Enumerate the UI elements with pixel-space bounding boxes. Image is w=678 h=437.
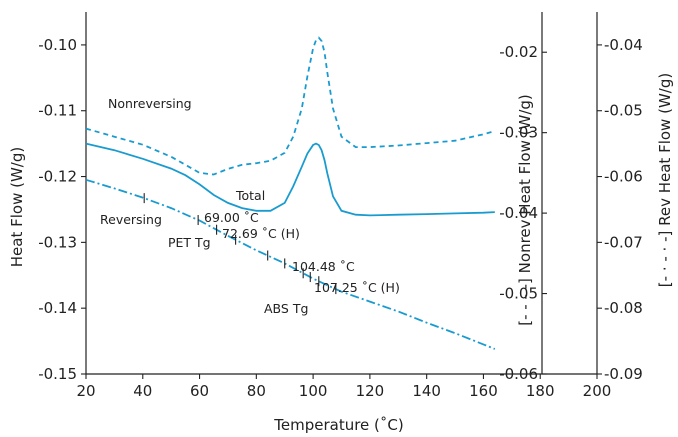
x-tick-label: 180 <box>526 382 555 400</box>
series-line-nonreversing <box>85 36 496 176</box>
y2-axis-title: [- - - -] Nonrev Heat Flow (W/g) <box>516 94 534 326</box>
y3-tick-label: -0.04 <box>604 36 643 54</box>
y-axis-title: Heat Flow (W/g) <box>8 147 26 267</box>
y-tick-label: -0.14 <box>38 299 77 317</box>
x-tick-label: 60 <box>190 382 209 400</box>
y-tick-label: -0.15 <box>38 365 77 383</box>
y3-tick-label: -0.09 <box>604 365 643 383</box>
y3-axis-ticks: -0.09 -0.08 -0.07 -0.06 -0.05 -0.04 <box>597 36 643 383</box>
plot-frame <box>85 12 598 375</box>
x-tick-label: 200 <box>583 382 612 400</box>
x-axis-ticks: 20 40 60 80 100 120 140 160 180 200 <box>76 374 611 400</box>
y2-tick-label: -0.05 <box>499 285 538 303</box>
x-axis-title: Temperature (˚C) <box>273 416 403 434</box>
y2-tick-label: -0.04 <box>499 204 538 222</box>
series-line-total <box>85 142 495 217</box>
series-line-reversing <box>85 178 496 350</box>
y2-tick-label: -0.02 <box>499 43 538 61</box>
x-tick-label: 140 <box>412 382 441 400</box>
y-tick-label: -0.10 <box>38 36 77 54</box>
x-tick-label: 160 <box>469 382 498 400</box>
x-tick-label: 120 <box>356 382 385 400</box>
label-pet-mid: 72.69 ˚C (H) <box>222 226 300 241</box>
label-abs-mid: 107.25 ˚C (H) <box>314 280 400 295</box>
x-tick-label: 100 <box>299 382 328 400</box>
series-lines <box>85 36 496 350</box>
y-tick-label: -0.12 <box>38 168 77 186</box>
y2-axis-ticks: -0.06 -0.05 -0.04 -0.03 -0.02 <box>499 43 547 383</box>
y3-axis-title: [- · - · -] Rev Heat Flow (W/g) <box>656 73 674 287</box>
label-nonreversing: Nonreversing <box>108 96 192 111</box>
tg-markers <box>143 193 337 295</box>
x-tick-label: 40 <box>133 382 152 400</box>
label-pet-onset: 69.00 ˚C <box>204 210 259 225</box>
label-total: Total <box>235 188 265 203</box>
y-tick-label: -0.13 <box>38 233 77 251</box>
y-tick-label: -0.11 <box>38 102 77 120</box>
y2-tick-label: -0.06 <box>499 365 538 383</box>
y3-tick-label: -0.08 <box>604 299 643 317</box>
label-pet-tg: PET Tg <box>168 235 211 250</box>
y3-tick-label: -0.06 <box>604 168 643 186</box>
label-abs-onset: 104.48 ˚C <box>292 259 355 274</box>
y2-tick-label: -0.03 <box>499 124 538 142</box>
axes <box>85 12 598 375</box>
x-tick-label: 80 <box>247 382 266 400</box>
y3-tick-label: -0.07 <box>604 233 643 251</box>
label-reversing: Reversing <box>100 212 162 227</box>
y-axis-ticks: -0.15 -0.14 -0.13 -0.12 -0.11 -0.10 <box>38 36 86 383</box>
label-abs-tg: ABS Tg <box>264 301 308 316</box>
y3-tick-label: -0.05 <box>604 102 643 120</box>
x-tick-label: 20 <box>76 382 95 400</box>
